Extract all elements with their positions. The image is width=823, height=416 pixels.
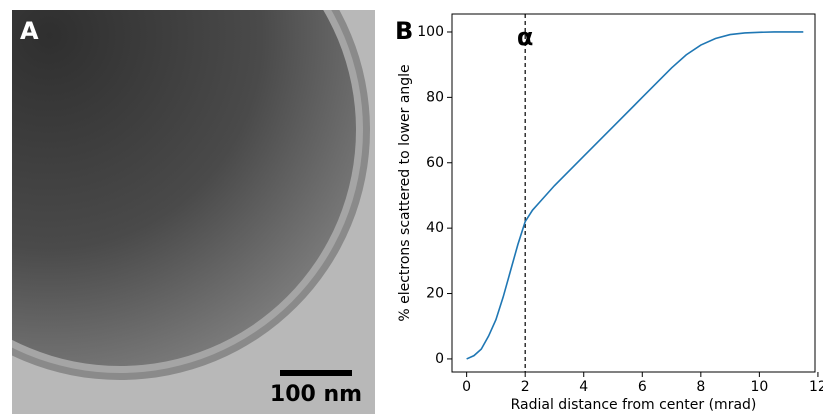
y-tick-label: 40: [426, 220, 444, 236]
y-tick-label: 0: [435, 351, 444, 367]
x-axis-label: Radial distance from center (mrad): [511, 397, 757, 413]
x-tick-label: 2: [521, 379, 530, 395]
vesicle: [12, 10, 356, 366]
y-axis-label: % electrons scattered to lower angle: [397, 64, 413, 321]
panel-label: B: [395, 17, 413, 45]
x-tick-label: 10: [750, 379, 768, 395]
annotation: α: [517, 23, 534, 51]
micrograph: [12, 10, 375, 414]
scale-bar-label: 100 nm: [270, 382, 362, 407]
y-tick-label: 20: [426, 286, 444, 302]
y-tick-label: 80: [426, 89, 444, 105]
panel-label: A: [20, 17, 39, 45]
data-line: [466, 31, 804, 360]
x-tick-label: 0: [462, 379, 471, 395]
chart: 0 20 40 60 80 100 0 2 4 6 8 10 12 Radial distance fro…: [397, 13, 823, 413]
scale-bar: [280, 370, 352, 376]
plot-frame: [451, 13, 816, 373]
x-tick-label: 4: [579, 379, 588, 395]
y-tick-label: 100: [417, 24, 444, 40]
x-tick-label: 8: [696, 379, 705, 395]
x-tick-label: 6: [638, 379, 647, 395]
y-tick-label: 60: [426, 155, 444, 171]
x-tick-label: 12: [809, 379, 823, 395]
